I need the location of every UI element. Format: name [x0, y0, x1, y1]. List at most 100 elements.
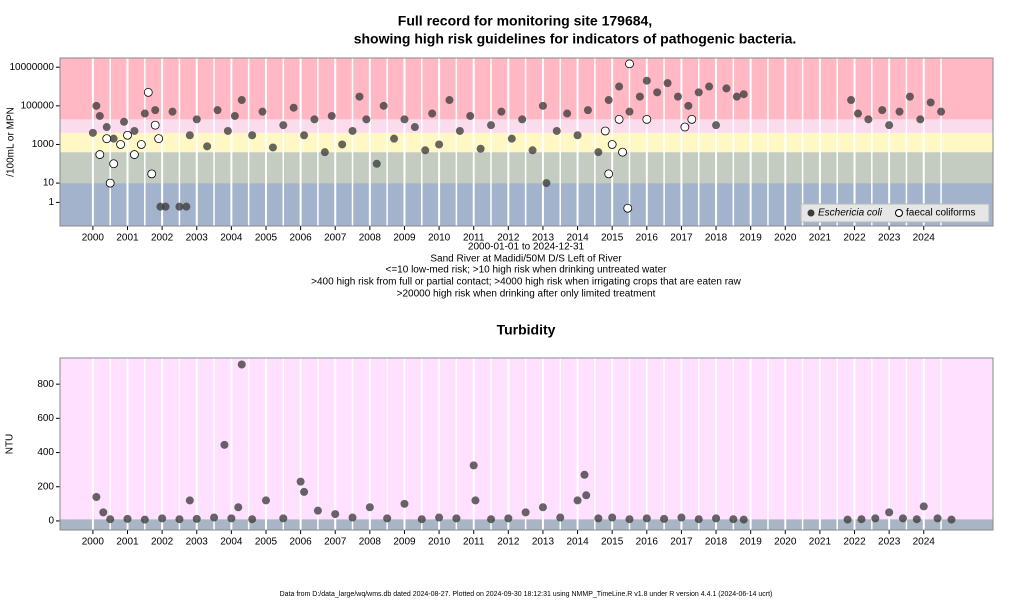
point	[95, 150, 105, 159]
x-tick-label: 2023	[878, 233, 901, 244]
point	[150, 120, 160, 130]
point	[362, 115, 371, 124]
x-tick-label: 2017	[670, 233, 693, 244]
point	[109, 134, 118, 143]
point	[296, 477, 305, 486]
plot-frame	[59, 57, 994, 227]
point	[635, 92, 644, 101]
y-tick-label: 400	[37, 447, 54, 458]
x-tick-label: 2000	[82, 233, 105, 244]
point	[905, 92, 914, 101]
point	[712, 121, 721, 130]
point	[313, 506, 322, 515]
point	[853, 109, 862, 118]
point	[521, 508, 530, 517]
point	[348, 126, 357, 135]
plot-frame	[59, 357, 994, 531]
note: >20000 high risk when drinking after onl…	[397, 289, 656, 300]
point	[916, 115, 925, 124]
point	[428, 109, 437, 118]
risk-band	[60, 132, 993, 153]
point	[615, 82, 624, 91]
point	[213, 106, 222, 115]
point	[248, 131, 257, 140]
point	[898, 514, 907, 523]
point	[563, 109, 572, 118]
point	[487, 515, 496, 524]
point	[175, 515, 184, 524]
point	[161, 202, 170, 211]
y-label: NTU	[5, 434, 16, 455]
point	[653, 88, 662, 97]
point	[331, 510, 340, 519]
risk-band	[60, 152, 993, 184]
x-label: 2000-01-01 to 2024-12-31	[468, 242, 585, 253]
point	[538, 101, 547, 110]
point	[123, 514, 132, 523]
point	[556, 513, 565, 522]
point	[466, 111, 475, 120]
point	[435, 140, 444, 149]
point	[937, 107, 946, 116]
x-tick-label: 2002	[151, 233, 174, 244]
risk-band	[60, 119, 993, 133]
point	[102, 134, 112, 144]
point	[625, 515, 634, 524]
point	[507, 134, 516, 143]
point	[857, 515, 866, 524]
point	[227, 514, 236, 523]
x-tick-label: 2017	[670, 537, 693, 548]
point	[680, 122, 690, 132]
point	[300, 487, 309, 496]
point	[518, 115, 527, 124]
x-tick-label: 2021	[809, 537, 832, 548]
x-tick-label: 2000	[82, 537, 105, 548]
point	[705, 82, 714, 91]
x-tick-label: 2021	[809, 233, 832, 244]
point	[223, 126, 232, 135]
point	[673, 92, 682, 101]
point	[864, 115, 873, 124]
title: Turbidity	[497, 322, 556, 338]
x-tick-label: 2022	[843, 233, 866, 244]
legend: Eschericia coli faecal coliforms	[800, 203, 990, 223]
point	[684, 101, 693, 110]
x-tick-label: 2013	[532, 233, 555, 244]
point	[843, 515, 852, 524]
y-tick-label: 0	[48, 516, 54, 527]
point	[573, 496, 582, 505]
point	[151, 106, 160, 115]
point	[642, 514, 651, 523]
point	[355, 92, 364, 101]
x-tick-label: 2003	[186, 233, 209, 244]
point	[230, 111, 239, 120]
x-tick-label: 2009	[393, 537, 416, 548]
point	[120, 117, 129, 126]
point	[372, 159, 381, 168]
point	[192, 514, 201, 523]
note: Sand River at Madidi/50M D/S Left of Riv…	[430, 254, 622, 265]
point	[390, 134, 399, 143]
point	[919, 502, 928, 511]
point	[871, 514, 880, 523]
point	[660, 514, 669, 523]
x-tick-label: 2005	[255, 537, 278, 548]
point	[476, 144, 485, 153]
point	[926, 98, 935, 107]
x-tick-label: 2004	[220, 233, 243, 244]
point	[106, 515, 115, 524]
x-tick-label: 2015	[601, 537, 624, 548]
point	[933, 514, 942, 523]
point	[912, 515, 921, 524]
x-tick-label: 2023	[878, 537, 901, 548]
note: <=10 low-med risk; >10 high risk when dr…	[386, 265, 668, 276]
x-tick-label: 2016	[636, 537, 659, 548]
point	[625, 59, 634, 69]
title-line: showing high risk guidelines for indicat…	[354, 31, 797, 47]
y-tick-label: 600	[37, 413, 54, 424]
point	[694, 88, 703, 97]
point	[642, 76, 651, 85]
point	[338, 140, 347, 149]
point	[279, 514, 288, 523]
point	[279, 121, 288, 130]
